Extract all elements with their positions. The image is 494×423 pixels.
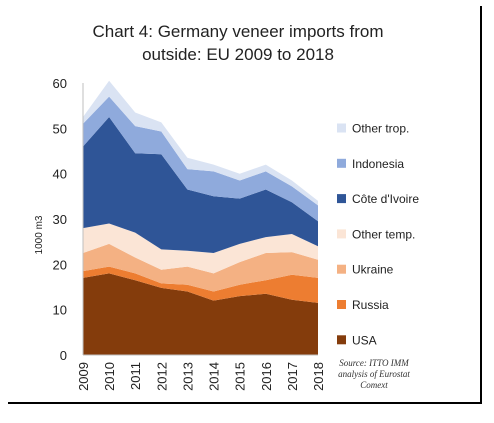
x-tick-label: 2015 [233, 362, 248, 391]
area-russia [83, 266, 318, 303]
area-other-temp [83, 223, 318, 274]
x-tick-label: 2018 [311, 362, 326, 391]
x-tick-labels: 2009 2010 2011 2012 2013 2014 2015 2016 2017 2018 [76, 362, 326, 391]
area-indonesia [83, 96, 318, 222]
legend-label-other-trop: Other trop. [352, 122, 409, 136]
legend-label-usa: USA [352, 333, 377, 347]
y-tick-labels: 0 10 20 30 40 50 60 [53, 76, 67, 363]
area-ukraine [83, 243, 318, 292]
y-tick-label: 40 [53, 167, 67, 182]
y-tick-label: 10 [53, 303, 67, 318]
legend-swatch-indonesia [337, 158, 346, 168]
chart-title: Chart 4: Germany veneer imports from out… [48, 20, 428, 66]
area-usa [83, 273, 318, 355]
y-tick-label: 20 [53, 257, 67, 272]
legend-swatch-c-te-d-ivoire [337, 194, 346, 204]
legend-swatch-ukraine [337, 264, 346, 274]
legend-swatch-other-trop [337, 123, 346, 133]
x-tick-label: 2016 [259, 362, 274, 391]
legend-label-ukraine: Ukraine [352, 263, 394, 277]
source-line-3: Comext [360, 380, 388, 390]
y-axis-label: 1000 m3 [34, 215, 45, 254]
chart-title-line-2: outside: EU 2009 to 2018 [142, 45, 334, 64]
legend: Other trop. Indonesia Côte d'Ivoire Other t… [337, 122, 419, 347]
source-line-2: analysis of Eurostat [338, 369, 410, 379]
legend-label-indonesia: Indonesia [352, 157, 404, 171]
legend-label-other-temp: Other temp. [352, 227, 415, 241]
y-tick-label: 30 [53, 212, 67, 227]
y-tick-label: 60 [53, 76, 67, 91]
legend-swatch-other-temp [337, 229, 346, 239]
source-note: Source: ITTO IMM analysis of Eurostat Co… [338, 358, 410, 390]
x-tick-label: 2012 [154, 362, 169, 391]
area-series-group [83, 80, 318, 355]
area-c-te-d-ivoire [83, 117, 318, 253]
area-other-trop [83, 80, 318, 206]
legend-swatch-russia [337, 300, 346, 309]
axes-group [82, 83, 318, 356]
legend-label-c-te-d-ivoire: Côte d'Ivoire [352, 192, 419, 206]
x-tick-label: 2014 [207, 362, 222, 391]
x-tick-label: 2010 [102, 362, 117, 391]
x-tick-label: 2011 [128, 362, 143, 390]
x-tick-label: 2013 [180, 362, 195, 391]
legend-label-russia: Russia [352, 298, 389, 312]
y-tick-label: 50 [53, 121, 67, 136]
x-tick-label: 2017 [285, 362, 300, 391]
x-tick-label: 2009 [76, 362, 91, 391]
legend-swatch-usa [337, 335, 346, 345]
chart-title-line-1: Chart 4: Germany veneer imports from [92, 22, 384, 41]
y-tick-label: 0 [60, 348, 67, 363]
source-line-1: Source: ITTO IMM [339, 358, 409, 368]
